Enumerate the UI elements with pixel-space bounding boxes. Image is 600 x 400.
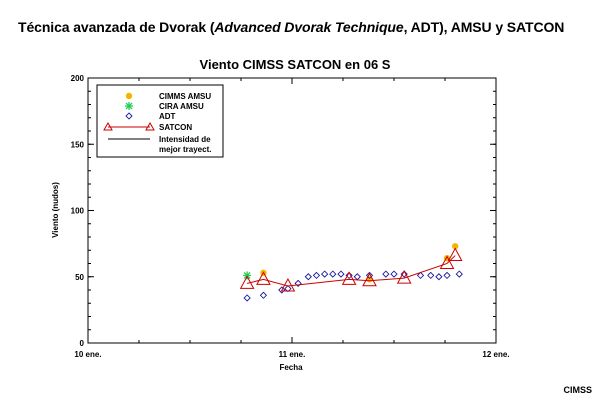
legend-amsu-label: CIMMS AMSU — [159, 92, 211, 101]
amsu-point-3 — [452, 243, 459, 250]
satcon-point-0 — [239, 275, 255, 289]
legend-satcon-label: SATCON — [159, 123, 192, 132]
adt-point-17 — [427, 271, 435, 280]
y-tick-label-2: 100 — [71, 207, 85, 216]
adt-point-6 — [312, 271, 321, 280]
title-italic: Advanced Dvorak Technique — [214, 19, 404, 35]
adt-point-10 — [345, 271, 353, 280]
adt-point-9 — [337, 270, 345, 278]
y-tick-label-0: 0 — [80, 339, 85, 348]
legend-satcon-marker-1 — [145, 121, 155, 131]
legend-best_track-label: Intensidad de — [159, 135, 211, 144]
series-layer — [239, 243, 463, 302]
legend-cira-marker — [125, 102, 133, 110]
x-tick-label-0: 10 ene. — [74, 350, 101, 359]
page-title: Técnica avanzada de Dvorak (Advanced Dvo… — [18, 19, 564, 35]
satcon-point-4 — [362, 272, 377, 287]
legend-cira-marker-d2 — [125, 102, 133, 110]
adt-point-2 — [278, 286, 286, 294]
satcon-point-7 — [447, 247, 463, 262]
adt-point-18 — [435, 273, 443, 281]
y-tick-label-1: 50 — [75, 273, 84, 282]
title-suffix: , ADT), AMSU y SATCON — [403, 19, 565, 35]
adt-point-19 — [443, 271, 451, 280]
x-axis-label: Fecha — [279, 363, 303, 372]
legend-adt-marker — [125, 112, 133, 120]
chart-title: Viento CIMSS SATCON en 06 S — [200, 57, 391, 72]
adt-point-1 — [259, 291, 268, 299]
adt-point-12 — [365, 271, 374, 280]
adt-point-11 — [353, 273, 361, 281]
adt-point-13 — [382, 270, 390, 278]
satcon-line — [247, 255, 456, 287]
adt-point-5 — [304, 273, 312, 281]
y-axis: 0 50 100 150 200 — [71, 74, 496, 348]
x-axis: 10 ene. 11 ene. 12 ene. — [74, 78, 510, 359]
satcon-point-6 — [439, 255, 455, 269]
y-tick-label-3: 150 — [71, 140, 85, 149]
y-axis-label: Viento (nudos) — [51, 182, 60, 238]
satcon-point-3 — [341, 271, 357, 285]
adt-point-3 — [284, 285, 292, 293]
x-tick-label-2: 12 ene. — [482, 350, 509, 359]
credit-label: CIMSS — [563, 385, 592, 395]
x-tick-label-1: 11 ene. — [279, 350, 306, 359]
adt-point-4 — [294, 279, 302, 288]
legend-best_track-label-1: mejor trayect. — [159, 145, 211, 154]
adt-point-14 — [390, 270, 398, 278]
satcon-point-2 — [280, 277, 296, 292]
legend-box — [96, 84, 224, 158]
satcon-point-5 — [396, 270, 412, 284]
legend-cira-label: CIRA AMSU — [159, 102, 204, 111]
adt-point-8 — [329, 270, 337, 278]
y-tick-label-4: 200 — [71, 74, 85, 83]
adt-point-20 — [455, 270, 463, 278]
adt-point-7 — [321, 270, 329, 278]
legend-amsu-marker — [125, 92, 133, 100]
legend-satcon-marker-0 — [103, 121, 113, 131]
adt-point-0 — [243, 294, 251, 302]
adt-point-15 — [400, 270, 408, 278]
adt-point-16 — [416, 271, 425, 280]
title-prefix: Técnica avanzada de Dvorak ( — [18, 19, 215, 35]
legend-adt-label: ADT — [159, 112, 176, 121]
satcon-point-1 — [256, 271, 271, 285]
